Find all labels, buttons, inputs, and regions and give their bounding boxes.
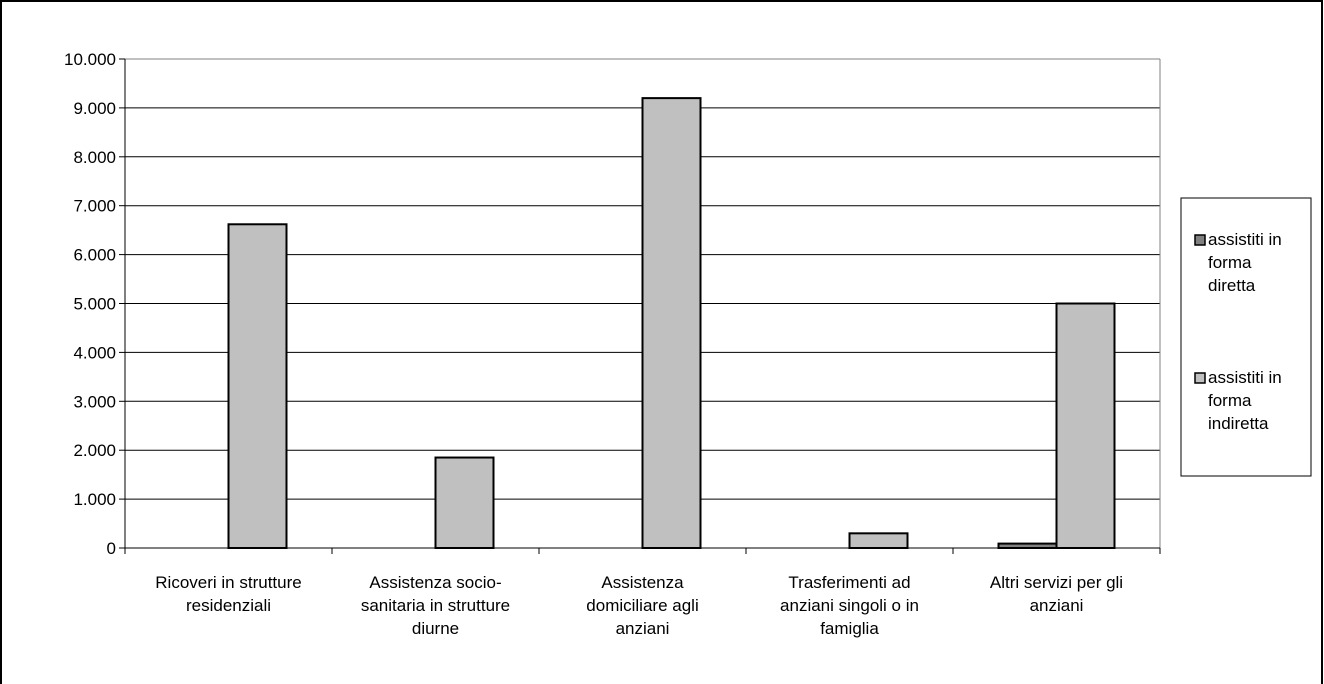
x-tick-label: Ricoveri in strutture residenziali bbox=[155, 573, 301, 615]
y-tick-label: 0 bbox=[107, 539, 116, 558]
bar bbox=[227, 223, 288, 549]
y-tick-label: 4.000 bbox=[73, 343, 116, 362]
y-tick-label: 6.000 bbox=[73, 246, 116, 265]
y-tick-label: 10.000 bbox=[64, 50, 116, 69]
y-tick-label: 9.000 bbox=[73, 99, 116, 118]
axes bbox=[124, 58, 1161, 549]
x-tick-label: Altri servizi per gli anziani bbox=[990, 573, 1123, 615]
y-tick-label: 1.000 bbox=[73, 490, 116, 509]
y-tick-label: 8.000 bbox=[73, 148, 116, 167]
x-axis-ticks: Ricoveri in strutture residenziali Assiste… bbox=[124, 548, 1161, 638]
legend-label: assistiti in forma diretta bbox=[1208, 230, 1282, 295]
bar bbox=[1055, 302, 1116, 549]
y-axis-ticks: 0 1.000 2.000 3.000 4.000 5.000 6.000 7.000 8.00… bbox=[64, 50, 125, 558]
y-tick-label: 2.000 bbox=[73, 441, 116, 460]
x-tick-label: Trasferimenti ad anziani singoli o in fami… bbox=[780, 573, 919, 638]
x-tick-label: Assistenza socio-sanitaria in strutture d… bbox=[361, 573, 510, 638]
legend-swatch bbox=[1194, 234, 1206, 246]
bar bbox=[641, 97, 702, 550]
bar bbox=[434, 456, 495, 549]
y-tick-label: 7.000 bbox=[73, 197, 116, 216]
legend-swatch bbox=[1194, 372, 1206, 384]
bar bbox=[997, 542, 1058, 549]
x-tick-label: Assistenza domiciliare agli anziani bbox=[586, 573, 698, 638]
y-tick-label: 3.000 bbox=[73, 392, 116, 411]
legend: assistiti in forma diretta assistiti in form… bbox=[1180, 197, 1312, 477]
legend-label: assistiti in forma indiretta bbox=[1208, 368, 1282, 433]
bars bbox=[227, 97, 1116, 550]
y-tick-label: 5.000 bbox=[73, 295, 116, 314]
bar bbox=[848, 532, 909, 550]
